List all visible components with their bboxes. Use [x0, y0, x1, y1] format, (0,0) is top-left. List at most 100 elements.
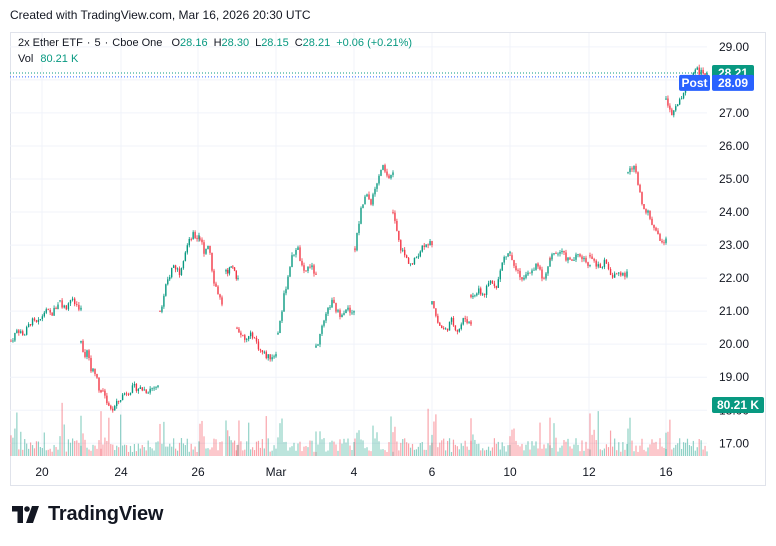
candle-body — [659, 234, 661, 241]
volume-bar — [82, 433, 84, 456]
candle-body — [529, 272, 531, 274]
volume-bar — [639, 445, 641, 456]
x-tick-label: 6 — [429, 465, 436, 479]
volume-bar — [188, 451, 190, 456]
volume-bar — [537, 448, 539, 456]
volume-bar — [437, 447, 439, 456]
candle-body — [374, 188, 376, 195]
candle-body — [12, 340, 14, 342]
volume-value: 80.21 K — [40, 53, 79, 65]
volume-bar — [525, 444, 527, 456]
volume-bar — [425, 449, 427, 456]
candle-body — [315, 345, 317, 348]
volume-bar — [80, 445, 82, 456]
volume-bar — [431, 434, 433, 456]
candle-body — [587, 262, 589, 266]
candle-body — [237, 278, 239, 279]
volume-bar — [24, 439, 26, 456]
volume-bar — [503, 446, 505, 456]
volume-bar — [39, 446, 41, 456]
candle-body — [333, 299, 335, 304]
volume-bar — [618, 442, 620, 456]
volume-bar — [45, 450, 47, 456]
volume-bar — [354, 438, 356, 456]
candle-body — [69, 300, 72, 304]
volume-bar — [186, 438, 188, 456]
volume-bar — [192, 449, 194, 456]
candle-body — [433, 301, 435, 309]
candle-body — [108, 403, 110, 406]
volume-bar — [104, 437, 106, 456]
candle-body — [517, 270, 519, 271]
volume-bar — [439, 442, 441, 456]
volume-label: Vol — [18, 53, 34, 65]
candle-body — [633, 165, 635, 170]
volume-bar — [595, 440, 597, 456]
volume-bar — [309, 440, 311, 456]
volume-bar — [597, 411, 599, 456]
volume-bar — [527, 441, 529, 456]
candle-body — [299, 247, 301, 261]
volume-bar — [55, 447, 57, 456]
candle-body — [665, 238, 667, 243]
volume-bar — [612, 446, 614, 456]
candle-body — [629, 168, 631, 173]
volume-bar — [445, 450, 447, 456]
volume-bar — [384, 450, 386, 456]
candle-body — [694, 69, 696, 73]
volume-bar — [275, 448, 277, 456]
symbol-name[interactable]: 2x Ether ETF — [18, 37, 83, 49]
candle-body — [59, 300, 61, 302]
candle-body — [487, 283, 490, 286]
candle-body — [421, 245, 423, 252]
volume-bar — [631, 440, 633, 456]
volume-bar — [349, 445, 351, 456]
candle-body — [649, 210, 651, 219]
volume-bar — [145, 450, 147, 456]
candle-body — [287, 276, 289, 290]
open-value: 28.16 — [180, 37, 208, 49]
candle-body — [275, 354, 277, 357]
candle-body — [647, 210, 649, 213]
candle-body — [603, 259, 606, 268]
candle-body — [106, 395, 108, 404]
volume-bar — [37, 441, 40, 456]
volume-bar — [190, 443, 192, 456]
tradingview-logo[interactable]: TradingView — [12, 503, 163, 526]
volume-bar — [127, 451, 130, 456]
candle-body — [321, 325, 323, 334]
candle-body — [167, 279, 169, 285]
candle-body — [10, 340, 12, 342]
candle-body — [515, 265, 517, 271]
volume-bar — [421, 441, 423, 456]
candle-body — [700, 69, 702, 75]
candle-body — [497, 279, 499, 288]
volume-bar — [283, 442, 285, 456]
interval-label[interactable]: 5 — [94, 37, 101, 49]
volume-bar — [686, 438, 689, 456]
y-tick-label: 17.00 — [719, 436, 749, 450]
candle-body — [347, 307, 349, 310]
candle-body — [563, 250, 565, 253]
candle-body — [460, 324, 462, 329]
candle-body — [589, 254, 591, 257]
candle-body — [176, 268, 179, 270]
candle-body — [235, 270, 237, 279]
volume-bar — [120, 414, 122, 456]
volume-bar — [370, 451, 372, 456]
low-label: L — [255, 37, 262, 49]
volume-bar — [287, 450, 289, 456]
volume-bar — [123, 444, 126, 456]
volume-bar — [345, 442, 347, 456]
volume-bar — [700, 440, 702, 456]
volume-bar — [400, 442, 402, 456]
volume-bar — [577, 444, 579, 456]
candle-body — [390, 174, 392, 179]
candle-body — [33, 318, 36, 321]
candle-body — [491, 280, 494, 284]
volume-bar — [238, 420, 240, 456]
volume-bar — [653, 442, 655, 456]
volume-bar — [29, 442, 32, 456]
